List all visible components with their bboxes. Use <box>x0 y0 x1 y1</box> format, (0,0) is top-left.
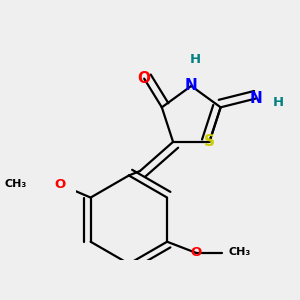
Text: CH₃: CH₃ <box>4 179 27 189</box>
Text: O: O <box>190 246 201 259</box>
Text: N: N <box>185 79 198 94</box>
Text: CH₃: CH₃ <box>229 247 251 257</box>
Text: O: O <box>138 71 151 86</box>
Text: H: H <box>272 96 284 110</box>
Text: H: H <box>190 53 201 66</box>
Text: N: N <box>250 91 262 106</box>
Text: S: S <box>204 134 215 149</box>
Text: O: O <box>54 178 65 191</box>
